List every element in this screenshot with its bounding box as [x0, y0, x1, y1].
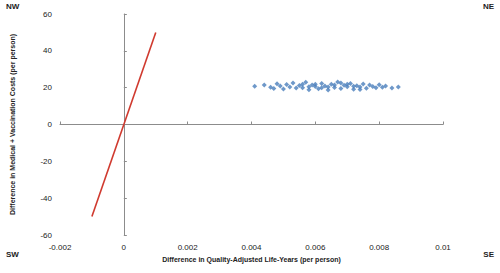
svg-text:0: 0: [122, 243, 127, 252]
svg-text:0.008: 0.008: [369, 243, 390, 252]
svg-text:-40: -40: [40, 194, 52, 203]
svg-text:20: 20: [43, 83, 52, 92]
svg-text:-0.002: -0.002: [49, 243, 72, 252]
svg-text:0.004: 0.004: [241, 243, 262, 252]
svg-text:0.01: 0.01: [435, 243, 451, 252]
svg-text:0.002: 0.002: [178, 243, 199, 252]
svg-text:-60: -60: [40, 231, 52, 240]
svg-text:0: 0: [48, 120, 53, 129]
svg-text:SE: SE: [483, 250, 494, 259]
svg-text:60: 60: [43, 10, 52, 19]
svg-text:-20: -20: [40, 157, 52, 166]
svg-text:SW: SW: [6, 250, 19, 259]
svg-text:Difference in Quality-Adjusted: Difference in Quality-Adjusted Life-Year…: [162, 256, 341, 264]
svg-text:Difference in Medical + Vaccin: Difference in Medical + Vaccination Cost…: [9, 34, 17, 215]
svg-text:0.006: 0.006: [305, 243, 326, 252]
svg-text:NW: NW: [6, 2, 20, 11]
svg-text:40: 40: [43, 46, 52, 55]
svg-text:NE: NE: [483, 2, 495, 11]
